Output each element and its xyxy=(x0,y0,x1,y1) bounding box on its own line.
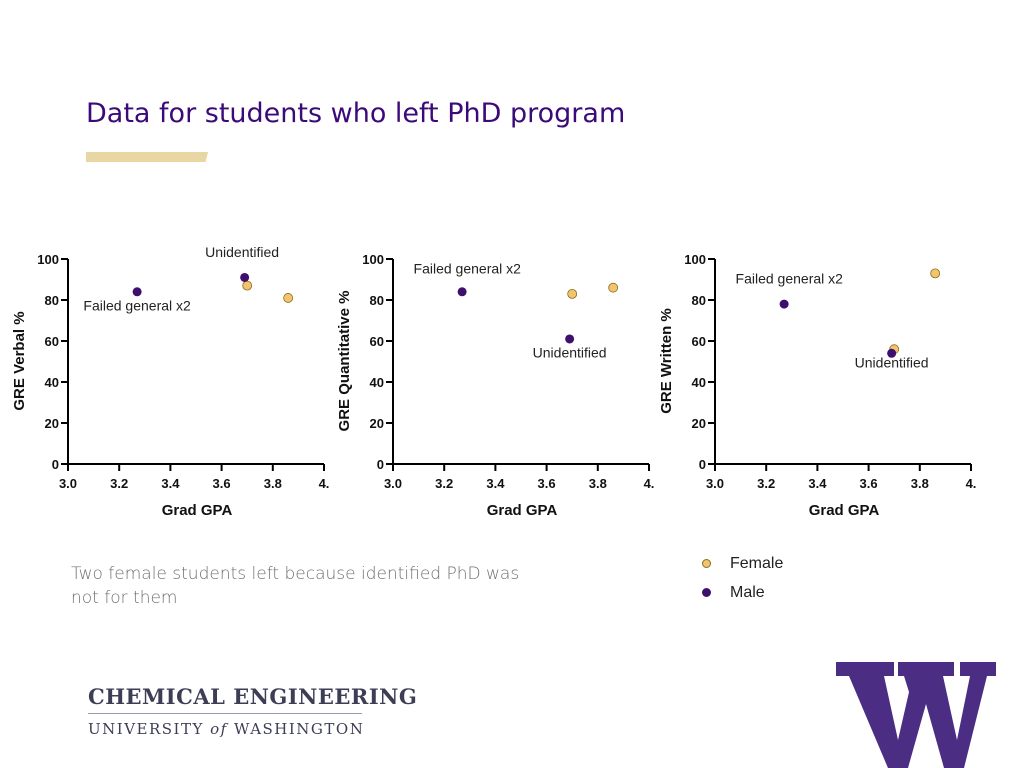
chart1-x-tick-label: 3.0 xyxy=(59,476,77,491)
chart3-x-tick-label: 4. xyxy=(966,476,977,491)
chart1-x-axis-label: Grad GPA xyxy=(162,502,233,519)
chart2-annotation: Unidentified xyxy=(533,344,607,360)
chart2-x-tick-label: 3.6 xyxy=(538,476,556,491)
chart2-point-female xyxy=(608,282,619,293)
university-name-part2: WASHINGTON xyxy=(227,720,365,738)
legend-marker-female xyxy=(702,559,711,568)
chart3-y-tick-label: 80 xyxy=(692,293,706,308)
chart2-point-female xyxy=(567,288,578,299)
chart3-y-tick-label: 100 xyxy=(684,252,706,267)
chart2-point-male xyxy=(457,287,467,297)
chart1-x-tick-label: 3.2 xyxy=(110,476,128,491)
uw-w-logo-icon xyxy=(836,662,996,768)
chart2-y-tick-label: 100 xyxy=(362,252,384,267)
chart1-x-tick-label: 3.6 xyxy=(213,476,231,491)
chart2-y-tick-label: 20 xyxy=(370,416,384,431)
chart2-x-axis-label: Grad GPA xyxy=(487,502,558,519)
chart1-annotation: Failed general x2 xyxy=(83,297,191,313)
chart1-y-tick-label: 40 xyxy=(45,375,59,390)
chart1-x-tick-label: 3.4 xyxy=(161,476,180,491)
chart1-point-female xyxy=(283,293,294,303)
chart2-y-tick-label: 40 xyxy=(370,375,384,390)
legend-label-male: Male xyxy=(730,583,765,601)
chart3-point-male xyxy=(887,348,897,358)
chart2-y-tick-label: 80 xyxy=(370,293,384,308)
university-name-of: of xyxy=(210,720,228,738)
chart1-x-tick-label: 4. xyxy=(319,476,330,491)
chart1-annotation: Unidentified xyxy=(205,244,279,260)
chart3-y-tick-label: 40 xyxy=(692,375,706,390)
chart2-y-tick-label: 0 xyxy=(377,457,384,472)
legend-label-female: Female xyxy=(730,554,784,572)
legend-item-female: Female xyxy=(698,549,783,578)
chart2-point-male xyxy=(565,334,575,344)
chart2-x-tick-label: 4. xyxy=(644,476,655,491)
chart2-x-tick-label: 3.0 xyxy=(384,476,402,491)
chart3-x-axis-label: Grad GPA xyxy=(809,502,880,519)
chart2-y-tick-label: 60 xyxy=(370,334,384,349)
chart1-y-tick-label: 80 xyxy=(45,293,59,308)
logo-divider xyxy=(88,713,362,714)
chart3-point-male xyxy=(779,299,789,309)
slide-title: Data for students who left PhD program xyxy=(86,98,626,129)
chart3-x-tick-label: 3.8 xyxy=(911,476,929,491)
chart3-y-tick-label: 60 xyxy=(692,334,706,349)
legend: Female Male xyxy=(698,549,783,607)
chart3-x-tick-label: 3.2 xyxy=(757,476,775,491)
chart2-annotation: Failed general x2 xyxy=(414,260,522,276)
legend-item-male: Male xyxy=(698,578,783,607)
chart3-point-female xyxy=(930,268,941,279)
chart1-y-tick-label: 0 xyxy=(52,457,59,472)
charts-canvas: 0 20 40 60 80 100 3.0 3.2 3.4 3.6 3.8 4. Grad GPA GRE… xyxy=(11,244,977,519)
chart3-y-axis-label: GRE Written % xyxy=(658,308,675,414)
chart3-x-tick-label: 3.0 xyxy=(706,476,724,491)
department-name: CHEMICAL ENGINEERING xyxy=(88,684,418,709)
chart2-x-tick-label: 3.4 xyxy=(486,476,505,491)
note-text: Two female students left because identif… xyxy=(71,564,520,608)
chart1-point-male xyxy=(240,272,250,282)
chart1-y-tick-label: 20 xyxy=(45,416,59,431)
department-logo: CHEMICAL ENGINEERING UNIVERSITY of WASHI… xyxy=(88,684,417,738)
chart3-x-tick-label: 3.4 xyxy=(808,476,827,491)
chart1-y-tick-label: 60 xyxy=(45,334,59,349)
chart1-y-tick-label: 100 xyxy=(37,252,59,267)
chart2-x-tick-label: 3.2 xyxy=(435,476,453,491)
chart3-annotation: Failed general x2 xyxy=(736,271,844,287)
chart3-y-tick-label: 20 xyxy=(692,416,706,431)
chart1-point-female xyxy=(242,280,253,291)
title-accent-bar xyxy=(86,152,208,162)
university-name-part1: UNIVERSITY xyxy=(88,720,211,738)
chart3-y-tick-label: 0 xyxy=(699,457,706,472)
legend-marker-male xyxy=(702,588,711,597)
chart1-y-axis-label: GRE Verbal % xyxy=(11,311,28,410)
chart1-point-male xyxy=(132,287,142,297)
chart3-annotation: Unidentified xyxy=(855,355,929,371)
chart2-x-tick-label: 3.8 xyxy=(589,476,607,491)
chart3-x-tick-label: 3.6 xyxy=(860,476,878,491)
university-name: UNIVERSITY of WASHINGTON xyxy=(88,720,417,738)
chart2-y-axis-label: GRE Quantitative % xyxy=(336,291,353,432)
chart1-x-tick-label: 3.8 xyxy=(264,476,282,491)
